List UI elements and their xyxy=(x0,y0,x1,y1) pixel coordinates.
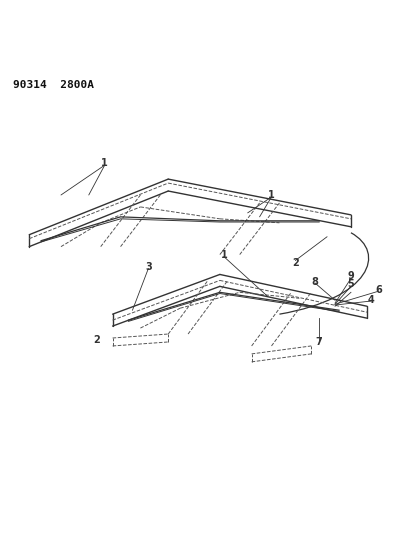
Text: 9: 9 xyxy=(348,271,354,281)
Text: 1: 1 xyxy=(268,190,275,200)
Text: 2: 2 xyxy=(292,257,299,268)
Text: 1: 1 xyxy=(220,249,227,260)
Text: 8: 8 xyxy=(312,277,319,287)
Text: 1: 1 xyxy=(101,158,108,168)
Text: 90314  2800A: 90314 2800A xyxy=(13,80,94,90)
Text: 7: 7 xyxy=(316,337,322,347)
Text: 5: 5 xyxy=(348,279,354,289)
Text: 3: 3 xyxy=(145,262,152,271)
Text: 4: 4 xyxy=(368,295,374,305)
Text: 6: 6 xyxy=(375,285,382,295)
Text: 2: 2 xyxy=(93,335,100,345)
